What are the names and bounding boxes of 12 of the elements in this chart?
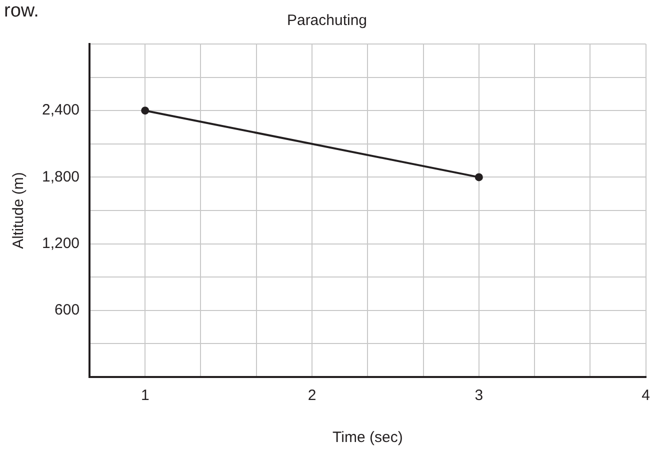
x-tick-label: 1 — [140, 387, 150, 404]
x-axis-title: Time (sec) — [332, 429, 403, 446]
x-tick-label: 4 — [642, 387, 650, 404]
text: row. — [4, 0, 39, 22]
y-tick-label: 1,800 — [42, 168, 80, 186]
x-tick-label: 3 — [474, 387, 484, 404]
y-tick-label: 1,200 — [42, 234, 80, 252]
y-axis-title: Altitude (m) — [10, 172, 28, 249]
x-tick-label: 2 — [308, 387, 316, 404]
y-tick-label: 2,400 — [42, 102, 80, 119]
chart-title: Parachuting — [286, 12, 368, 30]
y-tick-label: 600 — [54, 302, 80, 319]
